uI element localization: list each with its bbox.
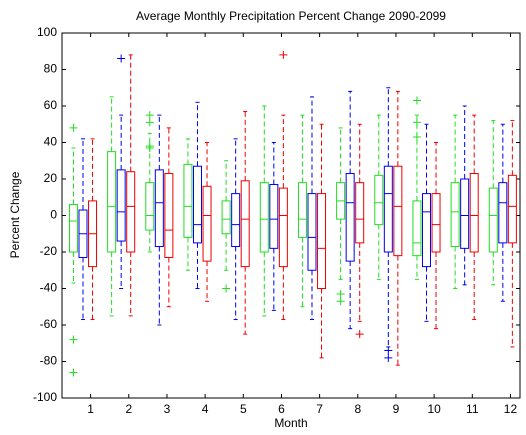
box [202,185,212,262]
box [345,173,355,262]
box [431,193,441,253]
box [278,187,288,268]
box [374,174,384,226]
box [126,171,136,253]
box [383,165,393,253]
outlier [384,346,393,355]
y-tick-label: 100 [37,25,57,39]
outlier [279,50,288,59]
box [469,173,479,253]
box [259,182,269,253]
box [68,204,78,253]
box [393,165,403,257]
y-tick-label: 0 [50,208,57,222]
box [221,200,231,235]
plot-frame [61,32,521,399]
box [507,174,517,244]
box [488,187,498,253]
y-tick-label: 20 [44,171,58,185]
box [183,163,193,238]
outlier [412,118,421,127]
box [269,183,279,249]
x-tick-label: 11 [466,402,479,416]
x-tick-label: 1 [87,402,94,416]
x-tick-label: 7 [316,402,323,416]
box [412,200,422,257]
outlier [145,111,154,120]
x-tick-label: 10 [427,402,441,416]
outlier [336,289,345,298]
box [154,169,164,248]
y-tick-label: 40 [44,135,58,149]
outlier [355,330,364,339]
outlier [336,297,345,306]
outlier [145,143,154,152]
x-tick-label: 5 [240,402,247,416]
box [192,165,202,244]
box [240,180,250,268]
y-tick-label: -60 [40,317,58,331]
chart-title: Average Monthly Precipitation Percent Ch… [136,9,446,23]
y-tick-label: 60 [44,98,58,112]
box [460,178,470,249]
x-tick-label: 6 [278,402,285,416]
box [450,182,460,248]
y-tick-label: -100 [33,390,57,404]
x-tick-label: 12 [504,402,518,416]
x-tick-label: 9 [393,402,400,416]
y-tick-label: -20 [40,244,58,258]
box [107,151,117,253]
box [145,182,155,231]
y-axis-label: Percent Change [8,171,22,258]
box [297,182,307,238]
outlier [69,368,78,377]
outlier [384,353,393,362]
x-axis-label: Month [274,416,307,430]
outlier [69,335,78,344]
y-tick-label: 80 [44,62,58,76]
x-tick-label: 8 [354,402,361,416]
outlier [69,123,78,132]
box [355,182,365,244]
y-tick-label: -80 [40,354,58,368]
box [498,182,508,244]
outlier [412,96,421,105]
outlier [412,133,421,142]
outlier [145,118,154,127]
x-tick-label: 3 [164,402,171,416]
x-tick-label: 2 [125,402,132,416]
box [231,193,241,248]
box [421,193,431,268]
outlier [222,284,231,293]
box [116,169,126,242]
x-tick-label: 4 [202,402,209,416]
outlier [117,54,126,63]
y-tick-label: -40 [40,281,58,295]
box [307,193,317,271]
box [164,173,174,258]
box [317,193,327,290]
